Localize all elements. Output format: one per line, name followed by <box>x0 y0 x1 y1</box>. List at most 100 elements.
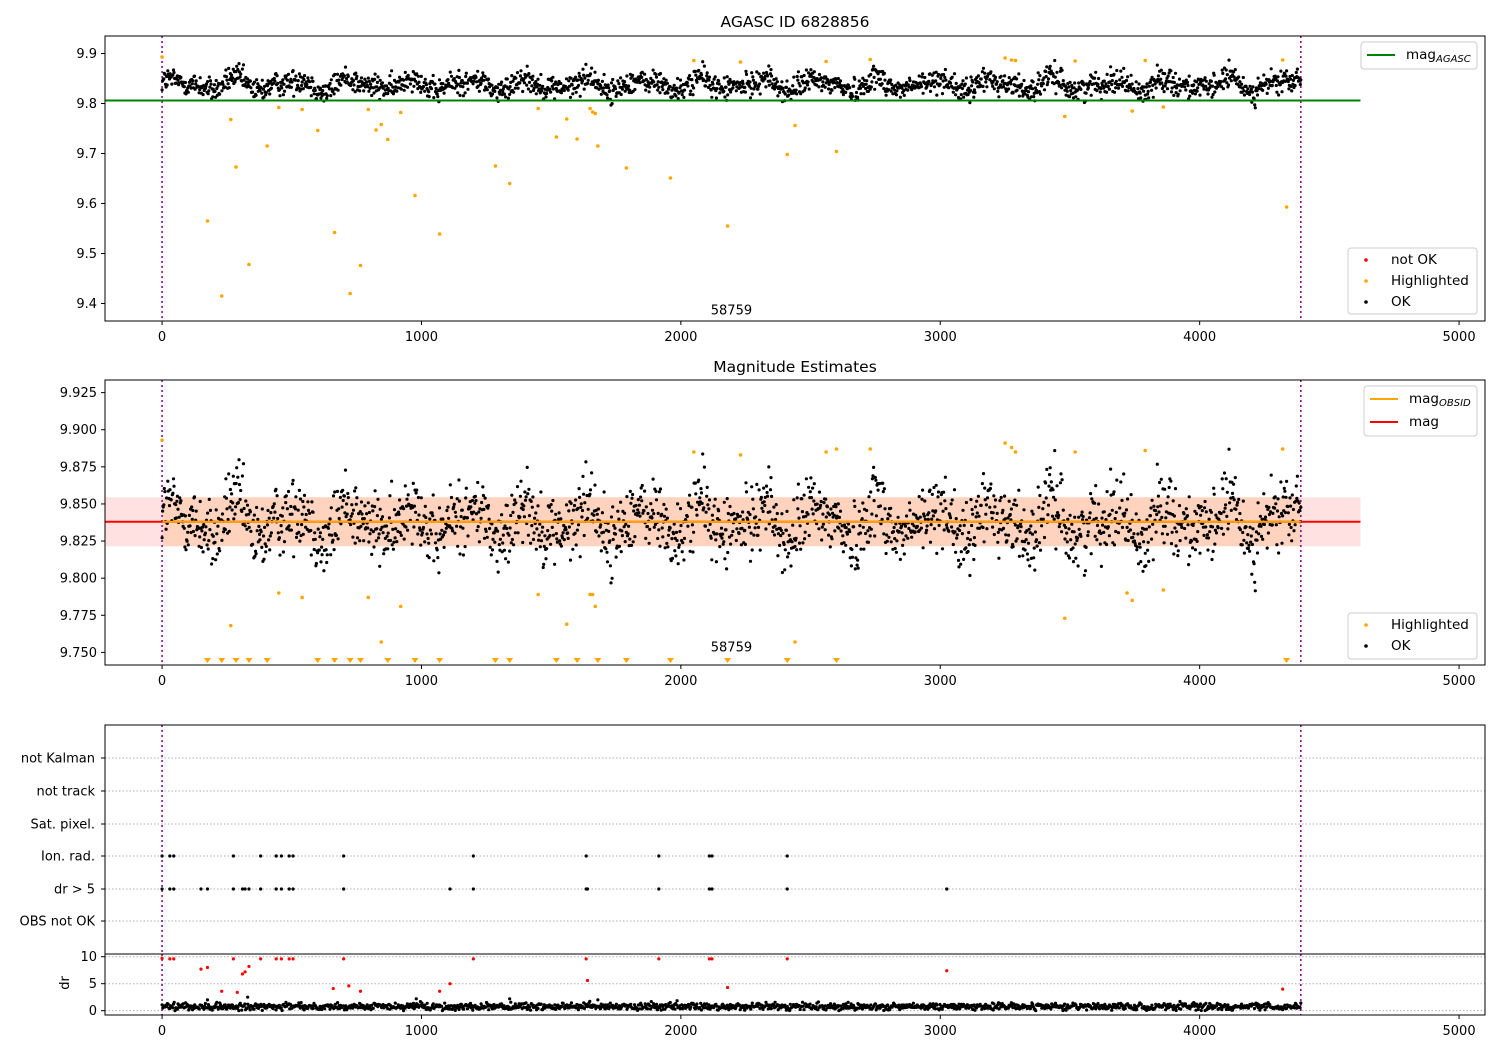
ok-point <box>1292 529 1296 533</box>
ok-point <box>362 539 366 543</box>
ok-point <box>1128 85 1133 89</box>
ok-point <box>1040 524 1044 528</box>
ok-point <box>1165 87 1170 91</box>
ok-point <box>702 64 707 68</box>
ok-point <box>175 499 179 503</box>
ok-point <box>420 1001 424 1005</box>
ok-point <box>695 1002 699 1006</box>
ok-point <box>638 1007 642 1011</box>
ok-point <box>590 471 594 475</box>
ok-point <box>1060 86 1064 90</box>
ok-point <box>355 536 360 540</box>
ok-point <box>995 80 999 84</box>
ok-point <box>461 553 465 557</box>
ok-point <box>1090 497 1094 501</box>
highlighted-point <box>358 263 363 268</box>
ok-point <box>982 89 986 93</box>
ok-point <box>553 562 557 566</box>
ok-point <box>1147 96 1151 100</box>
ok-point <box>1088 511 1092 515</box>
ok-point <box>205 543 209 547</box>
ok-point <box>390 69 394 73</box>
ok-point <box>1170 530 1174 534</box>
ok-point <box>1038 92 1043 96</box>
ok-point <box>311 1006 315 1011</box>
ok-point <box>1124 89 1128 93</box>
ok-point <box>781 86 785 90</box>
ok-point <box>1094 516 1098 520</box>
ok-point <box>1073 515 1077 519</box>
ok-point <box>586 516 590 521</box>
ok-point <box>726 511 730 516</box>
ok-point <box>857 509 861 513</box>
ok-point <box>171 477 176 481</box>
ok-point <box>296 83 300 87</box>
ok-point <box>392 508 397 512</box>
ok-point <box>928 89 933 93</box>
ok-point <box>160 88 164 92</box>
ok-point <box>678 78 683 82</box>
clipped-highlighted-marker <box>594 658 602 663</box>
highlighted-point <box>824 59 828 64</box>
ok-point <box>627 84 631 88</box>
ok-point <box>1235 503 1239 507</box>
ok-point <box>206 547 210 551</box>
ok-point <box>1072 530 1076 534</box>
ok-point <box>1037 78 1041 82</box>
ok-point <box>530 505 534 509</box>
highlighted-point <box>205 219 210 223</box>
ok-point <box>1186 523 1190 527</box>
ok-point <box>194 509 198 513</box>
ok-point <box>674 94 678 98</box>
ok-point <box>326 526 330 530</box>
ok-point <box>230 492 234 496</box>
ok-point <box>1093 501 1097 505</box>
ok-point <box>1038 493 1042 498</box>
ok-point <box>767 465 771 469</box>
ok-point <box>240 474 244 478</box>
ok-point <box>747 525 752 529</box>
ok-point <box>351 79 356 83</box>
ok-point <box>817 85 821 89</box>
ok-point <box>408 82 412 86</box>
chart-title: AGASC ID 6828856 <box>721 13 870 31</box>
ok-point <box>1099 86 1103 91</box>
ok-point <box>726 80 730 84</box>
ok-point <box>619 76 623 80</box>
ok-point <box>629 501 633 505</box>
ok-point <box>513 531 517 535</box>
ok-point <box>722 500 726 504</box>
ok-point <box>458 552 462 556</box>
ok-point <box>381 531 385 535</box>
highlighted-point <box>564 622 569 626</box>
ok-point <box>839 529 843 533</box>
ok-point <box>419 74 423 78</box>
ok-point <box>569 76 573 80</box>
ok-point <box>431 1002 435 1006</box>
ok-point <box>549 503 553 507</box>
ok-point <box>293 507 297 511</box>
ok-point <box>921 72 925 76</box>
ok-point <box>564 503 569 507</box>
ok-point <box>766 74 770 78</box>
ok-point <box>624 522 628 526</box>
ok-point <box>346 74 350 78</box>
ok-point <box>1189 539 1194 543</box>
ok-point <box>920 497 924 501</box>
ok-point <box>425 1001 429 1005</box>
ok-point <box>221 82 225 86</box>
ok-point <box>785 79 789 83</box>
ok-point <box>1053 75 1057 79</box>
ok-point <box>609 515 614 519</box>
ok-point <box>251 542 255 546</box>
ok-point <box>208 79 213 83</box>
ok-point <box>1232 70 1236 74</box>
ok-point <box>1087 516 1092 520</box>
ok-point <box>1155 512 1159 517</box>
ok-point <box>1212 73 1216 77</box>
ok-point <box>673 1007 677 1011</box>
ok-point <box>901 543 905 548</box>
ok-point <box>282 82 286 86</box>
ok-point <box>1095 88 1099 93</box>
ok-point <box>471 518 475 522</box>
